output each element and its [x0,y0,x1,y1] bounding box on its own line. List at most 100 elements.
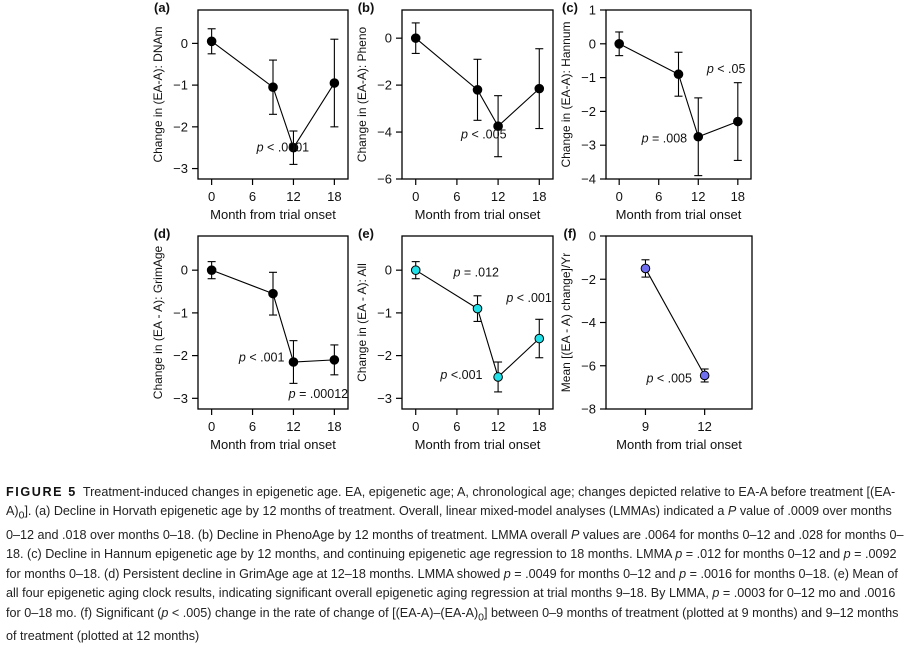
y-tick-label: −8 [581,402,596,417]
y-tick-label: 0 [589,229,596,244]
y-tick-label: −4 [581,315,596,330]
x-tick-label: 12 [491,419,505,434]
p-value-annotation: p < .0001 [256,141,310,155]
x-tick-label: 6 [453,189,460,204]
x-tick-label: 12 [491,189,505,204]
y-tick-label: −3 [581,138,596,153]
y-tick-label: −6 [581,358,596,373]
caption-segment: p [843,547,851,562]
data-point [288,142,299,153]
data-point [699,370,710,381]
p-value-annotation: p = .012 [452,265,499,279]
caption-segment: = .012 for months 0–12 and [682,547,844,562]
x-tick-label: 0 [616,189,623,204]
y-tick-label: −2 [581,104,596,119]
caption-segment: values are .0064 for months 0–12 and .02… [6,527,904,562]
caption-segment: 0 [478,611,485,624]
x-tick-label: 6 [249,189,256,204]
caption-segment: < .005) change in the rate of change of … [168,605,479,620]
data-point [410,33,421,43]
y-tick-label: 0 [589,36,596,51]
caption-segment: P [570,527,580,542]
x-tick-label: 0 [208,419,215,434]
y-axis-label: Change in (EA-A): DNAm [151,26,165,162]
x-tick-label: 12 [691,189,705,204]
x-tick-label: 12 [286,189,300,204]
x-axis-label: Month from trial onset [210,207,336,222]
chart-panel-b: (b) 0 −2 −4 −6 0 6 12 18 Month from trial onset Ch… [355,0,554,222]
chart-panel-e: (e) 0 −1 −2 −3 0 6 12 18 Month from trial onset Ch… [355,226,554,452]
data-point [614,39,624,49]
y-tick-label: −4 [581,172,596,187]
caption-segment: = .0003 for 0–12 mo and .0016 for 0–18 m… [6,586,896,620]
data-point [493,121,503,131]
y-tick-label: 0 [385,31,392,46]
x-tick-label: 0 [208,189,215,204]
y-tick-label: 0 [181,263,188,278]
x-tick-label: 18 [327,189,341,204]
y-tick-label: −1 [377,305,392,320]
y-axis-label: Change in (EA-A): Hannum [559,21,573,167]
y-tick-label: −2 [581,272,596,287]
data-point [673,69,684,80]
y-tick-label: −2 [377,78,392,93]
y-tick-label: −3 [377,391,392,406]
panel-label: (a) [154,0,170,15]
p-value-annotation: p < .05 [706,62,746,76]
x-axis-label: Month from trial onset [415,437,541,452]
data-point [206,265,217,275]
chart-panel-d: (d) 0 −1 −2 −3 0 6 12 18 Month from trial onset Ch… [151,226,349,452]
data-point [534,333,545,344]
caption-segment: p [503,566,511,581]
caption-segment: p [679,566,687,581]
panel-label: (b) [358,0,375,15]
series-line [415,37,540,128]
x-axis-label: Month from trial onset [616,437,742,452]
caption-segment: P [727,504,737,518]
data-point [329,78,340,88]
series-line [211,40,335,149]
y-axis-label: Change in (EA - A): All [355,263,369,382]
series-line [644,268,706,376]
plot-frame [197,235,349,410]
x-axis-label: Month from trial onset [210,437,336,452]
data-point [410,265,421,275]
p-value-annotation: p <.001 [439,368,482,382]
x-tick-label: 12 [286,419,300,434]
caption-segment: p [161,605,169,620]
data-point [493,372,503,382]
p-value-annotation: p < .005 [645,372,692,386]
y-tick-label: −1 [581,70,596,85]
x-tick-label: 18 [731,189,745,204]
plot-frame [197,9,349,180]
chart-panel-c: (c) 1 0 −1 −2 −3 −4 0 6 12 18 Month from trial onse… [559,0,752,222]
y-tick-label: −2 [173,119,188,134]
data-point [206,36,217,47]
caption-text: Treatment-induced changes in epigenetic … [6,485,904,644]
p-value-annotation: p < .001 [505,291,552,305]
p-value-annotation: p = .00012 [288,387,348,401]
x-tick-label: 18 [532,419,546,434]
data-point [693,131,704,142]
plot-frame [401,9,554,180]
caption-segment: = .0016 for months 0–18. (e) Mean of all… [6,566,898,601]
y-axis-label: Change in (EA-A): Pheno [355,26,369,162]
x-tick-label: 6 [453,419,460,434]
x-tick-label: 6 [249,419,256,434]
figure-label: FIGURE 5 [6,484,77,499]
plot-frame [401,235,554,410]
x-tick-label: 18 [327,419,341,434]
series-line [211,269,335,363]
y-tick-label: −2 [377,348,392,363]
x-tick-label: 0 [412,419,419,434]
y-axis-label: Mean [(EA - A) change]/Yr [559,253,573,392]
x-axis-label: Month from trial onset [415,207,541,222]
data-point [733,116,743,127]
data-point [268,288,278,299]
data-point [288,357,299,367]
y-tick-label: −3 [173,391,188,406]
caption-segment: 0 [18,509,25,522]
x-tick-label: 18 [532,189,546,204]
x-tick-label: 12 [697,419,711,434]
panel-label: (f) [564,226,577,241]
